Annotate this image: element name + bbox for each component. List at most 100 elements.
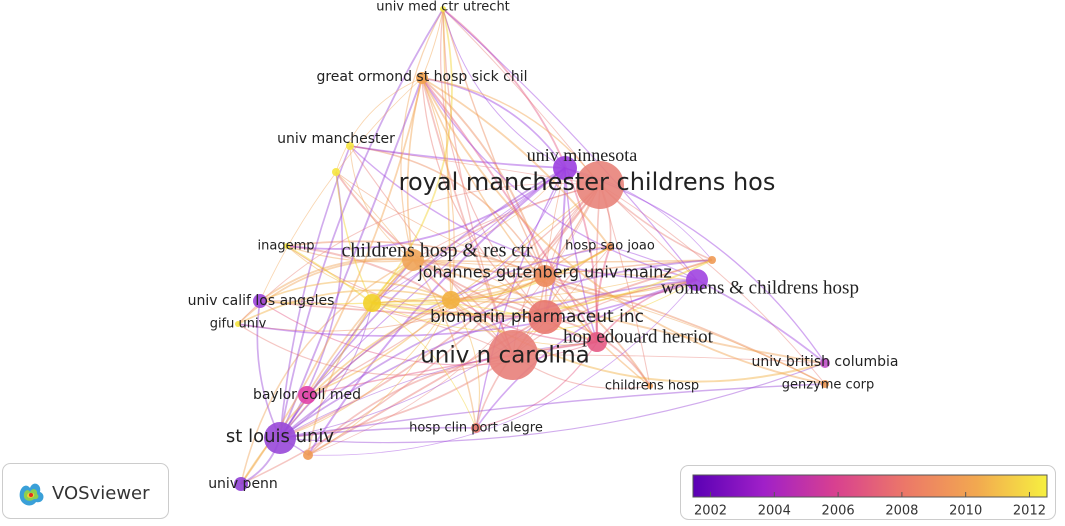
edge — [371, 184, 601, 304]
node — [402, 249, 424, 271]
edge — [596, 279, 698, 343]
edge — [564, 167, 598, 343]
edge — [240, 299, 452, 485]
edge — [259, 280, 452, 302]
edge — [450, 259, 713, 301]
edge — [440, 8, 546, 318]
colorbar-tick-label: 2012 — [1013, 504, 1046, 519]
node — [587, 332, 607, 352]
edge — [349, 145, 514, 356]
edge — [335, 77, 423, 173]
edge — [279, 275, 546, 439]
node-label: hosp clin port alegre — [409, 421, 543, 436]
node-label: inagemp — [258, 239, 315, 254]
edge — [335, 171, 414, 261]
edge — [306, 341, 598, 396]
edge — [412, 259, 713, 263]
node-label: univ penn — [208, 476, 278, 492]
edge — [279, 362, 826, 444]
node-label: univ british columbia — [752, 354, 899, 370]
node — [488, 330, 538, 380]
edge — [237, 183, 601, 325]
edge — [306, 184, 601, 396]
edge — [450, 299, 480, 429]
edge — [237, 279, 698, 337]
edge — [442, 8, 599, 343]
edge — [371, 8, 453, 304]
edge — [259, 257, 414, 302]
edge — [475, 167, 566, 429]
edge — [286, 245, 546, 319]
edge — [544, 275, 826, 385]
edge — [442, 8, 698, 281]
colorbar-tick-label: 2006 — [822, 504, 855, 519]
edge — [512, 354, 826, 364]
edge — [279, 184, 601, 439]
edge — [442, 8, 546, 277]
edge — [259, 77, 423, 302]
node — [363, 294, 381, 312]
edge — [307, 299, 452, 456]
edge — [279, 8, 444, 439]
node — [440, 6, 446, 12]
edge — [512, 279, 698, 356]
node-label: univ med ctr utrecht — [376, 0, 510, 15]
node — [606, 243, 614, 251]
edge — [307, 259, 414, 456]
node — [686, 269, 708, 291]
edge — [286, 245, 452, 302]
edge — [279, 302, 373, 439]
edge — [349, 145, 546, 277]
edge — [442, 8, 514, 356]
edge — [279, 259, 713, 439]
edge — [421, 8, 444, 79]
node — [534, 265, 556, 287]
edge — [421, 77, 611, 248]
colorbar-tick-label: 2008 — [885, 504, 918, 519]
edge — [400, 8, 444, 261]
edge — [286, 245, 514, 356]
edge — [412, 259, 698, 281]
edge — [240, 184, 601, 485]
node — [284, 243, 290, 249]
colorbar-tick-label: 2004 — [758, 504, 791, 519]
edge — [279, 299, 452, 439]
edge — [349, 145, 414, 261]
edge — [371, 301, 598, 343]
edge — [412, 259, 477, 429]
edge — [412, 259, 546, 318]
node — [298, 386, 316, 404]
edge — [544, 167, 567, 318]
edge — [412, 259, 826, 364]
node — [528, 300, 562, 334]
edge — [421, 77, 546, 318]
logo-text: VOSviewer — [52, 483, 150, 504]
edge — [286, 240, 546, 277]
edge — [696, 279, 826, 364]
node-label: childrens hosp & res ctr — [341, 240, 532, 262]
edge — [412, 259, 546, 277]
edge — [237, 258, 414, 325]
edge — [307, 167, 566, 456]
edge — [599, 184, 826, 385]
edge — [475, 279, 698, 429]
node — [332, 168, 340, 176]
edge — [442, 8, 601, 186]
edge — [307, 279, 698, 456]
edge — [450, 246, 611, 301]
node-label: biomarin pharmaceut inc — [430, 307, 644, 327]
edge — [421, 77, 455, 301]
edge — [279, 426, 477, 439]
node — [820, 358, 830, 368]
edge — [279, 354, 514, 439]
edge — [335, 171, 546, 318]
edge — [412, 167, 566, 261]
node — [708, 256, 716, 264]
edge — [279, 145, 351, 439]
edge — [237, 289, 452, 325]
node — [234, 477, 248, 491]
edge — [306, 302, 373, 396]
labels: univ med ctr utrecht great ormond st hosp… — [188, 0, 899, 492]
edge — [412, 184, 601, 261]
node — [303, 450, 313, 460]
